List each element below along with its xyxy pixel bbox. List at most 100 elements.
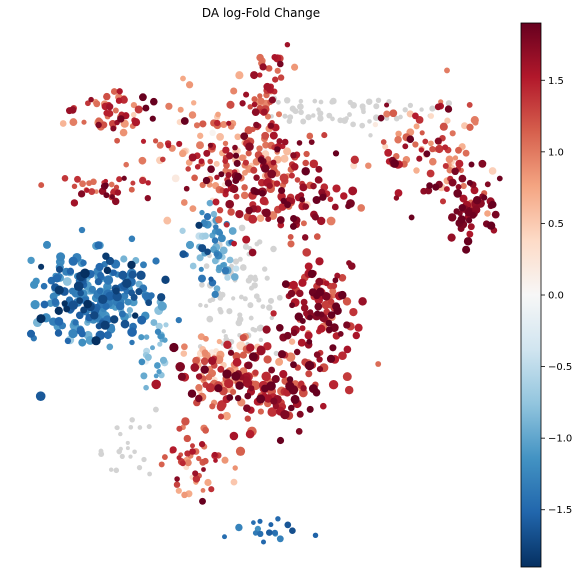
scatter-point xyxy=(257,518,263,524)
scatter-point xyxy=(143,334,150,340)
scatter-point xyxy=(129,417,135,423)
scatter-point xyxy=(94,189,99,194)
scatter-point xyxy=(153,373,159,379)
scatter-point xyxy=(302,203,309,210)
scatter-point xyxy=(332,277,339,284)
scatter-point xyxy=(313,351,321,359)
scatter-point xyxy=(75,311,84,320)
scatter-point xyxy=(287,240,295,248)
scatter-point xyxy=(81,119,87,125)
scatter-point xyxy=(458,204,466,212)
scatter-point xyxy=(137,315,147,325)
scatter-point xyxy=(261,384,269,393)
scatter-point xyxy=(43,240,51,249)
scatter-point xyxy=(181,343,188,351)
scatter-point xyxy=(347,99,353,106)
scatter-point xyxy=(160,156,166,163)
scatter-point xyxy=(348,262,356,270)
scatter-point xyxy=(225,199,235,209)
scatter-point xyxy=(250,326,256,332)
scatter-point xyxy=(137,425,143,430)
scatter-point xyxy=(152,257,160,265)
scatter-point xyxy=(175,487,182,494)
scatter-point xyxy=(299,196,306,203)
scatter-point xyxy=(202,335,209,342)
scatter-point xyxy=(211,237,219,244)
scatter-point xyxy=(253,174,260,181)
scatter-point xyxy=(193,122,201,129)
scatter-point xyxy=(213,224,219,230)
scatter-point xyxy=(213,160,220,167)
scatter-point xyxy=(222,411,231,421)
scatter-point xyxy=(232,465,238,471)
scatter-point xyxy=(256,394,266,404)
scatter-point xyxy=(103,109,110,117)
scatter-point xyxy=(145,299,153,307)
scatter-point xyxy=(423,150,431,158)
scatter-point xyxy=(231,296,236,301)
scatter-point xyxy=(323,280,330,287)
scatter-point xyxy=(198,441,206,448)
scatter-point xyxy=(288,172,295,179)
scatter-point xyxy=(80,259,87,267)
scatter-point xyxy=(368,133,373,138)
scatter-point xyxy=(185,240,195,250)
scatter-point xyxy=(297,338,306,347)
scatter-point xyxy=(141,456,147,463)
scatter-point xyxy=(288,404,295,412)
scatter-point xyxy=(237,312,243,318)
scatter-point xyxy=(457,215,466,224)
scatter-point xyxy=(462,245,471,254)
scatter-point xyxy=(185,166,191,172)
scatter-point xyxy=(407,102,414,109)
scatter-point xyxy=(338,290,347,300)
scatter-point xyxy=(276,294,283,301)
scatter-point xyxy=(383,110,391,118)
scatter-point xyxy=(98,451,105,458)
scatter-point xyxy=(306,405,314,413)
scatter-point xyxy=(294,312,304,321)
scatter-point xyxy=(486,221,496,230)
colorbar-tick-label: −1.0 xyxy=(548,434,572,445)
scatter-point xyxy=(274,146,281,153)
scatter-point xyxy=(344,385,354,395)
scatter-point xyxy=(198,158,205,165)
scatter-point xyxy=(156,141,164,149)
scatter-point xyxy=(248,385,255,392)
scatter-point xyxy=(470,116,479,125)
scatter-point xyxy=(394,135,402,144)
scatter-point xyxy=(181,417,190,426)
scatter-point xyxy=(276,535,284,543)
scatter-point xyxy=(208,486,215,493)
scatter-point xyxy=(79,180,86,188)
scatter-point xyxy=(258,337,264,343)
scatter-point xyxy=(212,198,220,206)
scatter-point xyxy=(217,234,226,243)
scatter-point xyxy=(125,446,130,451)
scatter-point xyxy=(267,297,275,304)
scatter-point xyxy=(325,319,333,327)
scatter-point xyxy=(77,190,86,198)
scatter-point xyxy=(428,113,435,119)
scatter-point xyxy=(347,112,352,118)
scatter-point xyxy=(245,150,252,157)
scatter-point xyxy=(326,112,333,119)
scatter-point xyxy=(316,366,324,373)
scatter-point xyxy=(291,63,299,71)
scatter-point xyxy=(254,241,260,247)
scatter-point xyxy=(394,189,403,197)
scatter-point xyxy=(442,162,449,170)
chart-title: DA log-Fold Change xyxy=(202,6,320,20)
scatter-point xyxy=(419,107,424,112)
scatter-point xyxy=(202,232,209,240)
scatter-points xyxy=(26,41,503,545)
scatter-point xyxy=(271,529,278,536)
scatter-point xyxy=(428,140,434,147)
scatter-point xyxy=(80,268,90,279)
scatter-point xyxy=(290,152,297,159)
scatter-point xyxy=(327,311,336,319)
scatter-point xyxy=(299,325,306,332)
scatter-point xyxy=(264,113,272,120)
scatter-point xyxy=(252,369,259,376)
scatter-point xyxy=(439,198,447,205)
